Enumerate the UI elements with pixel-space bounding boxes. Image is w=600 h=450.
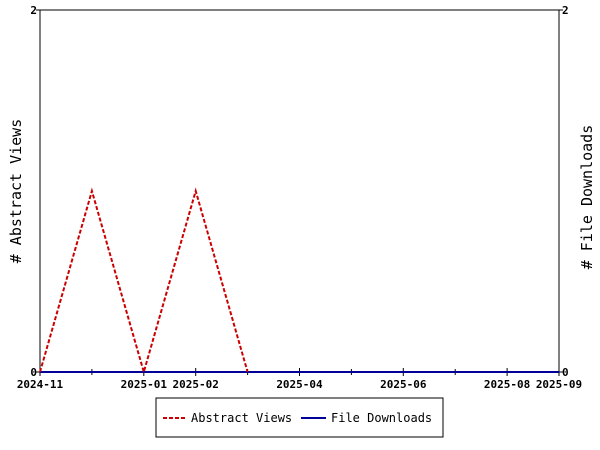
- y-left-tick-label: 0: [30, 366, 37, 379]
- legend-box: [155, 397, 444, 438]
- plot-frame: [39, 9, 560, 373]
- y-right-axis-title: # File Downloads: [578, 125, 596, 270]
- x-tick-label: 2025-04: [276, 378, 323, 391]
- legend-label-file-downloads: File Downloads: [331, 411, 432, 425]
- x-tick-label: 2025-06: [380, 378, 427, 391]
- legend: Abstract Views File Downloads: [155, 397, 444, 438]
- y-right-tick-label: 0: [562, 366, 569, 379]
- y-left-axis-title: # Abstract Views: [7, 119, 25, 264]
- axes: [39, 9, 560, 373]
- legend-label-abstract-views: Abstract Views: [191, 411, 292, 425]
- x-tick-label: 2025-01: [121, 378, 168, 391]
- ticks: 0 2 0 2 2024-11 2025-01 2025-02 2025-04 2025-06 2…: [17, 4, 582, 391]
- y-right-tick-label: 2: [562, 4, 569, 17]
- series-line-abstract-views: [39, 187, 249, 376]
- x-tick-label: 2025-02: [173, 378, 219, 391]
- x-tick-label: 2025-08: [484, 378, 530, 391]
- series-layer: [39, 187, 559, 376]
- x-tick-label: 2024-11: [17, 378, 64, 391]
- x-tick-label: 2025-09: [536, 378, 582, 391]
- y-left-tick-label: 2: [30, 4, 37, 17]
